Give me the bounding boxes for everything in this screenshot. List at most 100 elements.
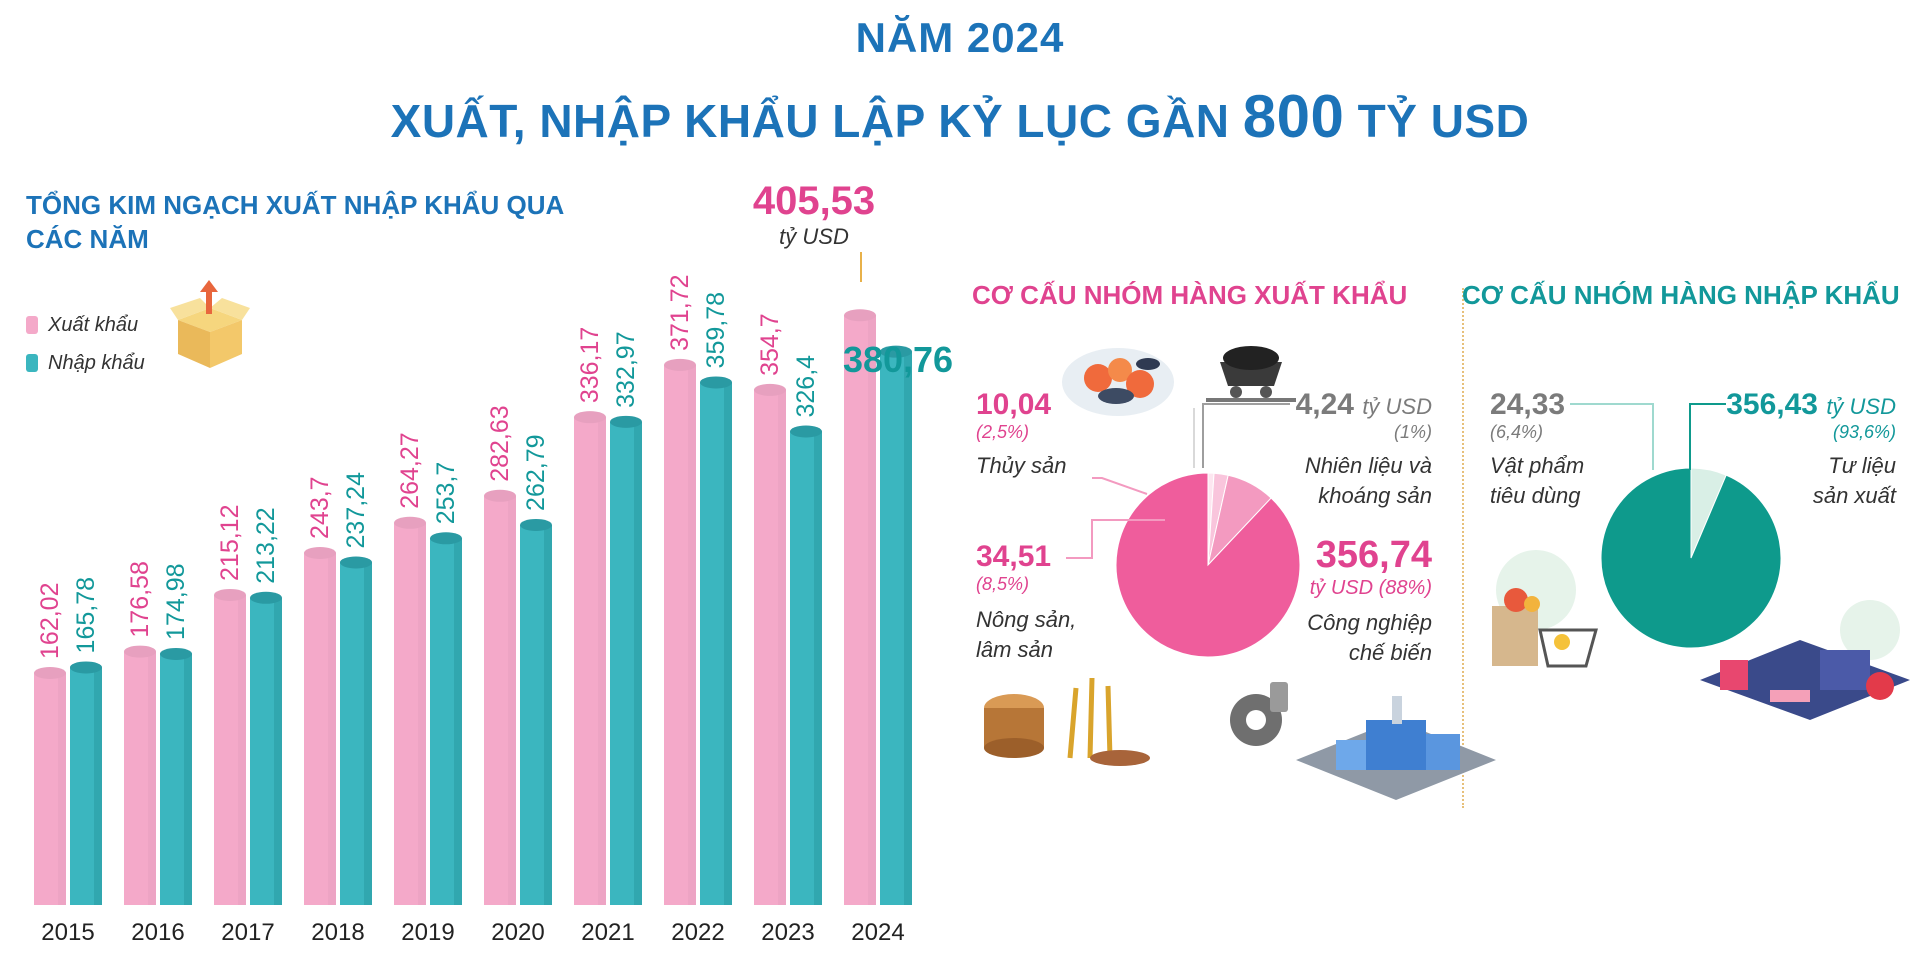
- export-value-label-2019: 264,27: [396, 432, 424, 508]
- import-bar-cap-2020: [520, 518, 552, 531]
- grocery-basket-icon: [1492, 550, 1598, 668]
- export-bar-shade-2024: [868, 315, 876, 906]
- import-bar-cap-2019: [430, 532, 462, 545]
- pie-slice-c-ng-nghi-p-ch-bi-n: [1115, 472, 1301, 658]
- nhien-lieu-label-1: Nhiên liệu và: [1304, 453, 1432, 478]
- export-value-label-2024: 405,53: [753, 179, 875, 223]
- chart-legend: Xuất khẩu Nhập khẩu: [26, 306, 145, 382]
- import-bar-shade-2017: [274, 597, 282, 905]
- export-value-label-2022: 371,72: [666, 274, 694, 350]
- cong-nghiep-label-2: chế biến: [1348, 640, 1432, 665]
- legend-export-swatch: [26, 316, 38, 334]
- export-value-label-2015: 162,02: [36, 583, 64, 659]
- import-bar-shade-2021: [634, 421, 642, 905]
- export-bar-cap-2015: [34, 666, 66, 679]
- import-value-label-2015: 165,78: [72, 577, 100, 653]
- title-suffix: TỶ USD: [1357, 95, 1530, 147]
- vat-pham-percent: (6,4%): [1490, 422, 1544, 442]
- export-value-label-2020: 282,63: [486, 405, 514, 481]
- cardboard-box-icon: [170, 280, 250, 368]
- export-value-label-2023: 354,7: [756, 313, 784, 376]
- x-tick-label-2016: 2016: [131, 919, 184, 946]
- tu-lieu-value: 356,43 tỷ USD: [1700, 388, 1896, 422]
- export-bar-cap-2021: [574, 411, 606, 424]
- pie-slice-t-li-u-s-n-xu-t: [1600, 467, 1782, 649]
- import-bar-shade-2023: [814, 431, 822, 905]
- tu-lieu-unit: tỷ USD: [1826, 394, 1896, 419]
- export-bar-cap-2017: [214, 588, 246, 601]
- tu-lieu-percent: (93,6%): [1832, 422, 1896, 442]
- anno-cong-nghiep: 356,74 tỷ USD (88%) Công nghiệp chế biến: [1240, 534, 1432, 668]
- vat-pham-value: 24,33: [1490, 388, 1566, 421]
- cong-nghiep-value: 356,74: [1315, 534, 1432, 576]
- tu-lieu-label-1: Tư liệu: [1828, 453, 1896, 478]
- import-value-label-2020: 262,79: [522, 434, 550, 510]
- import-pie-chart: [1600, 467, 1782, 649]
- import-value-label-2017: 213,22: [252, 507, 280, 583]
- export-value-label-2018: 243,7: [306, 476, 334, 539]
- import-value-label-2023: 326,4: [792, 355, 820, 418]
- bar-chart-title: TỔNG KIM NGẠCH XUẤT NHẬP KHẨU QUA CÁC NĂ…: [26, 190, 564, 254]
- export-bar-cap-2019: [394, 516, 426, 529]
- export-bar-shade-2021: [598, 417, 606, 905]
- vat-pham-label-1: Vật phẩm: [1490, 453, 1585, 478]
- export-bar-cap-2018: [304, 546, 336, 559]
- anno-thuy-san: 10,04 (2,5%) Thủy sản: [976, 388, 1067, 481]
- coal-cart-icon: [1206, 346, 1296, 402]
- bar-chart: 162,02 165,78 2015 176,58 174,98 2016 215,12 21…: [34, 179, 953, 946]
- export-bar-cap-2016: [124, 645, 156, 658]
- import-bar-cap-2015: [70, 661, 102, 674]
- nhien-lieu-value: 4,24 tỷ USD: [1240, 388, 1432, 422]
- import-bar-cap-2016: [160, 647, 192, 660]
- export-bar-shade-2020: [508, 495, 516, 905]
- import-bar-cap-2023: [790, 425, 822, 438]
- export-bar-shade-2019: [418, 522, 426, 905]
- tu-lieu-number: 356,43: [1726, 388, 1818, 421]
- legend-export: Xuất khẩu: [26, 306, 145, 344]
- cong-nghiep-label-1: Công nghiệp: [1307, 610, 1432, 635]
- thuy-san-percent: (2,5%): [976, 422, 1030, 442]
- nhien-lieu-label-2: khoáng sản: [1318, 483, 1432, 508]
- export-bar-shade-2023: [778, 389, 786, 905]
- factory-icon: [1296, 696, 1496, 800]
- nhien-lieu-percent: (1%): [1393, 422, 1432, 442]
- page-subtitle: NĂM 2024: [855, 14, 1065, 61]
- export-bar-shade-2015: [58, 672, 66, 905]
- x-tick-label-2015: 2015: [41, 919, 94, 946]
- tu-lieu-label-2: sản xuất: [1812, 483, 1896, 508]
- import-bar-cap-2021: [610, 415, 642, 428]
- x-tick-label-2021: 2021: [581, 919, 634, 946]
- x-tick-label-2024: 2024: [851, 919, 904, 946]
- export-value-label-2017: 215,12: [216, 505, 244, 581]
- x-tick-label-2023: 2023: [761, 919, 814, 946]
- import-value-label-2022: 359,78: [702, 292, 730, 368]
- import-bar-cap-2022: [700, 376, 732, 389]
- import-value-label-2021: 332,97: [612, 331, 640, 407]
- export-pie-title: CƠ CẤU NHÓM HÀNG XUẤT KHẨU: [972, 280, 1408, 310]
- seafood-platter-icon: [1062, 348, 1174, 416]
- nhien-lieu-number: 4,24: [1295, 388, 1354, 421]
- legend-export-label: Xuất khẩu: [48, 313, 139, 336]
- export-unit-label-2024: tỷ USD: [779, 224, 849, 249]
- textile-machine-icon: [1700, 600, 1910, 720]
- x-tick-label-2017: 2017: [221, 919, 274, 946]
- title-prefix: XUẤT, NHẬP KHẨU LẬP KỶ LỤC GẦN: [390, 95, 1230, 147]
- import-bar-shade-2016: [184, 653, 192, 905]
- export-value-label-2021: 336,17: [576, 327, 604, 403]
- x-tick-label-2019: 2019: [401, 919, 454, 946]
- export-pie-chart: [1115, 472, 1301, 658]
- export-bar-shade-2018: [328, 552, 336, 905]
- import-bar-shade-2018: [364, 562, 372, 905]
- export-value-label-2016: 176,58: [126, 561, 154, 637]
- import-bar-shade-2015: [94, 667, 102, 905]
- import-value-label-2016: 174,98: [162, 563, 190, 639]
- import-bar-shade-2024: [904, 351, 912, 906]
- title-number: 800: [1242, 83, 1345, 150]
- export-bar-cap-2020: [484, 489, 516, 502]
- export-bar-shade-2016: [148, 651, 156, 905]
- x-tick-label-2022: 2022: [671, 919, 724, 946]
- anno-vat-pham: 24,33 (6,4%) Vật phẩm tiêu dùng: [1490, 388, 1584, 511]
- anno-tu-lieu: 356,43 tỷ USD (93,6%) Tư liệu sản xuất: [1700, 388, 1896, 511]
- nong-san-label-2: lâm sản: [976, 637, 1054, 662]
- gear-piston-icon: [1230, 682, 1288, 746]
